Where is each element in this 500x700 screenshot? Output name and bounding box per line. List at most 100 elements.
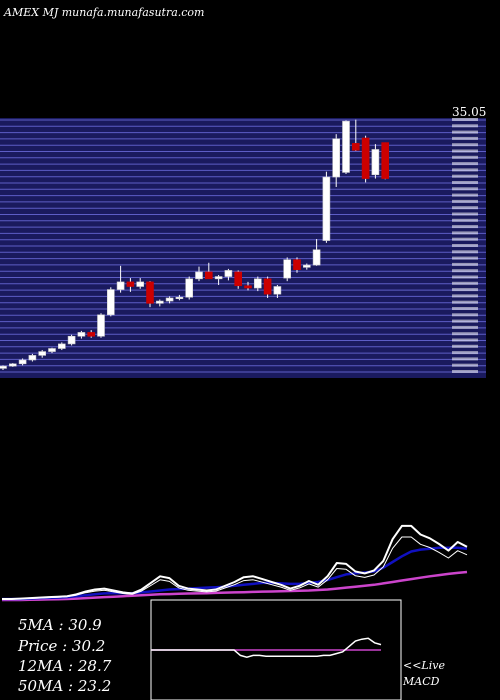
candlestick-series xyxy=(0,119,390,370)
candle-down xyxy=(351,143,360,151)
tick-mark xyxy=(452,288,478,292)
candle-up xyxy=(224,270,233,277)
tick-mark xyxy=(452,162,478,166)
candle-up xyxy=(116,281,125,290)
tick-mark xyxy=(452,206,478,210)
tick-mark xyxy=(452,275,478,279)
price-axis-top-label: 35.05 xyxy=(452,105,486,119)
candle-up xyxy=(175,296,184,300)
tick-mark xyxy=(452,143,478,147)
candle-up xyxy=(48,348,56,352)
tick-mark xyxy=(452,351,478,355)
tick-mark xyxy=(452,212,478,216)
candle-up xyxy=(165,297,174,302)
tick-mark xyxy=(452,218,478,222)
ma-mid-line xyxy=(2,546,468,601)
candle-down xyxy=(234,271,242,287)
tick-mark xyxy=(452,281,478,285)
candle-up xyxy=(38,351,47,356)
candle-up xyxy=(214,276,223,280)
candle-up xyxy=(371,149,380,176)
tick-mark xyxy=(452,370,478,373)
ma-short-line xyxy=(2,524,468,600)
candle-down xyxy=(126,281,135,287)
macd-name-label: MACD xyxy=(403,675,440,688)
candle-down xyxy=(87,332,95,337)
macd-line xyxy=(151,637,382,658)
tick-mark xyxy=(452,325,478,329)
tick-mark xyxy=(452,294,478,298)
price-axis-ticks xyxy=(452,118,478,373)
candle-down xyxy=(293,259,301,270)
candle-up xyxy=(322,176,331,241)
tick-mark xyxy=(452,332,478,336)
candle-up xyxy=(283,259,292,279)
tick-mark xyxy=(452,357,478,361)
chart-title: AMEX MJ munafa.munafasutra.com xyxy=(4,6,205,19)
tick-mark xyxy=(452,344,478,348)
candle-up xyxy=(136,281,144,287)
tick-mark xyxy=(452,231,478,235)
tick-mark xyxy=(452,256,478,260)
candle-up xyxy=(67,335,76,345)
price-gridlines xyxy=(0,119,486,373)
candle-up xyxy=(342,120,350,173)
tick-mark xyxy=(452,136,478,140)
candle-up xyxy=(332,138,341,178)
stat-12ma: 12MA : 28.7 xyxy=(18,657,112,675)
candle-up xyxy=(107,289,115,316)
tick-mark xyxy=(452,187,478,191)
candle-up xyxy=(0,365,7,369)
tick-mark xyxy=(452,237,478,241)
candle-down xyxy=(381,142,390,179)
candle-down xyxy=(205,271,213,280)
stat-price: Price : 30.2 xyxy=(18,637,106,655)
candle-up xyxy=(273,286,282,295)
candle-down xyxy=(361,137,370,179)
tick-mark xyxy=(452,174,478,178)
candle-down xyxy=(146,281,154,304)
candle-up xyxy=(57,343,66,349)
macd-live-label: <<Live xyxy=(403,659,445,672)
tick-mark xyxy=(452,118,478,121)
tick-mark xyxy=(452,307,478,310)
candle-up xyxy=(156,300,164,304)
moving-average-lines xyxy=(2,524,468,602)
tick-mark xyxy=(452,338,478,342)
tick-mark xyxy=(452,155,478,159)
tick-mark xyxy=(452,124,478,128)
tick-mark xyxy=(452,199,478,203)
tick-mark xyxy=(452,244,478,247)
tick-mark xyxy=(452,250,478,254)
tick-mark xyxy=(452,130,478,134)
ma-short-dotted xyxy=(2,536,468,600)
tick-mark xyxy=(452,363,478,367)
candle-up xyxy=(195,271,203,280)
candle-down xyxy=(244,285,252,289)
candle-up xyxy=(77,332,86,337)
tick-mark xyxy=(452,193,478,197)
candle-up xyxy=(18,359,27,365)
tick-mark xyxy=(452,181,478,184)
macd-lines xyxy=(151,637,382,658)
candle-down xyxy=(263,278,272,295)
candle-up xyxy=(97,314,105,337)
tick-mark xyxy=(452,269,478,273)
tick-mark xyxy=(452,313,478,317)
stat-50ma: 50MA : 23.2 xyxy=(18,677,112,695)
candle-up xyxy=(185,278,193,298)
candle-up xyxy=(302,264,311,268)
candle-up xyxy=(28,355,37,361)
candle-up xyxy=(254,278,262,289)
ma-long-line xyxy=(2,570,468,602)
candle-up xyxy=(312,249,321,266)
tick-mark xyxy=(452,262,478,266)
tick-mark xyxy=(452,225,478,229)
tick-mark xyxy=(452,149,478,153)
tick-mark xyxy=(452,300,478,304)
candle-up xyxy=(9,363,17,367)
tick-mark xyxy=(452,319,478,323)
tick-mark xyxy=(452,168,478,172)
